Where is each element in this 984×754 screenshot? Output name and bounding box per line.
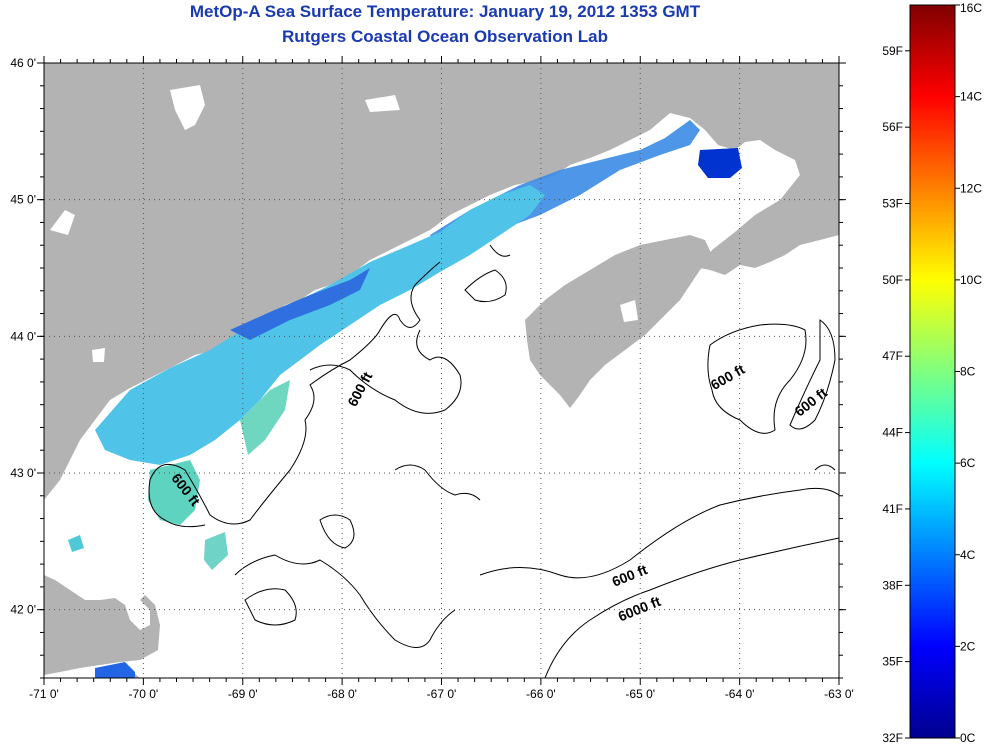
x-axis-ticks: -71 0' -70 0' -69 0' -68 0' -67 0' -66 0' -65 …: [29, 56, 854, 701]
colorbar: [909, 4, 956, 739]
x-tick-label: -65 0': [625, 687, 655, 701]
sst-patch-east: [240, 380, 290, 455]
y-tick-label: 42 0': [10, 603, 36, 617]
lake: [92, 348, 105, 362]
colorbar-label-fahrenheit: 41F: [882, 502, 903, 516]
x-tick-label: -66 0': [526, 687, 556, 701]
colorbar-label-celsius: 2C: [960, 639, 976, 653]
map-title: MetOp-A Sea Surface Temperature: January…: [189, 2, 701, 21]
y-tick-label: 44 0': [10, 329, 36, 343]
y-tick-label: 46 0': [10, 56, 36, 70]
lake: [365, 95, 400, 112]
sst-band-main: [95, 185, 545, 465]
x-tick-label: -71 0': [29, 687, 59, 701]
lake: [620, 300, 638, 322]
colorbar-label-celsius: 12C: [960, 181, 982, 195]
sst-patch-south: [148, 460, 200, 525]
x-tick-label: -69 0': [228, 687, 258, 701]
colorbar-label-fahrenheit: 44F: [882, 426, 903, 440]
y-tick-label: 43 0': [10, 466, 36, 480]
colorbar-label-fahrenheit: 53F: [882, 197, 903, 211]
colorbar-label-celsius: 10C: [960, 273, 982, 287]
x-tick-label: -68 0': [327, 687, 357, 701]
y-axis-ticks: 46 0' 45 0' 44 0' 43 0' 42 0': [10, 56, 846, 679]
x-tick-label: -63 0': [824, 687, 854, 701]
colorbar-label-fahrenheit: 50F: [882, 273, 903, 287]
colorbar-label-celsius: 4C: [960, 548, 976, 562]
x-tick-label: -70 0': [129, 687, 159, 701]
bathymetry-contours: [148, 244, 839, 678]
colorbar-label-celsius: 16C: [960, 1, 982, 15]
colorbar-label-fahrenheit: 35F: [882, 655, 903, 669]
map-subtitle: Rutgers Coastal Ocean Observation Lab: [282, 27, 608, 46]
colorbar-label-celsius: 14C: [960, 90, 982, 104]
sst-band-coastal: [230, 268, 370, 340]
sst-bay-fundy: [698, 148, 742, 178]
colorbar-label-fahrenheit: 38F: [882, 578, 903, 592]
colorbar-label-celsius: 8C: [960, 365, 976, 379]
x-tick-label: -67 0': [427, 687, 457, 701]
colorbar-label-celsius: 0C: [960, 731, 976, 745]
lake: [170, 85, 205, 130]
sst-patch-small: [204, 532, 228, 570]
colorbar-labels: 16C 14C 12C 10C 8C 6C 4C 2C 0C 59F 56F 53F 50F 47F 44F…: [882, 1, 982, 745]
sst-patch-west: [68, 535, 84, 552]
map-plot-area: 600 ft 600 ft 600 ft 600 ft 600 ft 6000 …: [44, 63, 839, 678]
lake: [50, 210, 75, 235]
colorbar-label-fahrenheit: 56F: [882, 120, 903, 134]
colorbar-label-fahrenheit: 32F: [882, 731, 903, 745]
sst-patch-buzzards: [95, 662, 135, 678]
colorbar-label-fahrenheit: 59F: [882, 44, 903, 58]
colorbar-label-fahrenheit: 47F: [882, 349, 903, 363]
land-nova-scotia: [525, 235, 712, 408]
x-tick-label: -64 0': [725, 687, 755, 701]
y-tick-label: 45 0': [10, 193, 36, 207]
land-maine-newbrunswick: [44, 63, 839, 500]
land-massachusetts: [44, 575, 160, 675]
colorbar-label-celsius: 6C: [960, 456, 976, 470]
